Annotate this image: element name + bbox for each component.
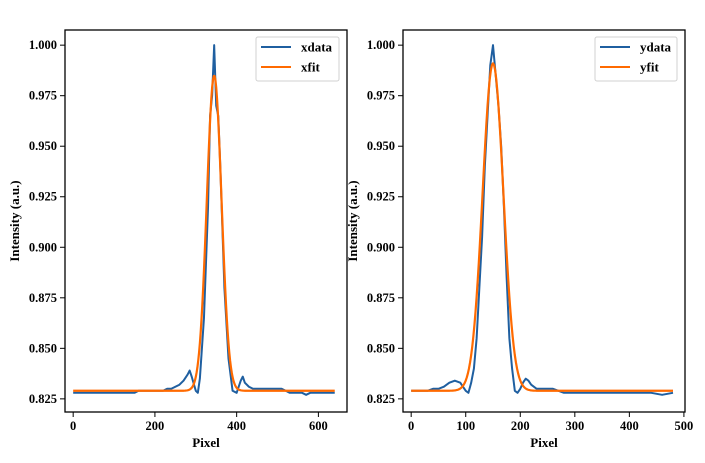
x-tick-label: 300 — [565, 419, 584, 433]
y-tick-label: 0.950 — [367, 139, 395, 153]
x-tick-label: 0 — [70, 419, 76, 433]
series-line-xdata — [73, 44, 335, 396]
y-tick-label: 1.000 — [367, 38, 395, 52]
x-tick-label: 200 — [146, 419, 165, 433]
legend: xdata xfit — [255, 36, 340, 82]
y-tick-label: 0.975 — [367, 89, 395, 103]
x-tick-label: 0 — [408, 419, 414, 433]
chart-1: 0.825 0.850 0.875 0.900 0.925 0.950 0.975 1.000… — [7, 29, 348, 450]
x-tick-label: 400 — [620, 419, 639, 433]
y-tick-label: 0.925 — [29, 190, 57, 204]
x-axis-label: Pixel — [192, 435, 220, 450]
y-tick-label: 0.825 — [29, 392, 57, 406]
x-tick-label: 200 — [511, 419, 530, 433]
y-tick-label: 0.850 — [367, 341, 395, 355]
legend-label-xdata: xdata — [301, 40, 333, 55]
y-tick-label: 0.925 — [367, 190, 395, 204]
y-tick-label: 0.875 — [29, 291, 57, 305]
legend-label-ydata: ydata — [640, 40, 672, 55]
chart-2: 0.825 0.850 0.875 0.900 0.925 0.950 0.975 1.000… — [345, 29, 694, 450]
y-axis-label: Intensity (a.u.) — [7, 180, 22, 261]
series-line-ydata — [411, 44, 674, 396]
axes-frame — [402, 29, 686, 413]
y-tick-label: 0.850 — [29, 341, 57, 355]
y-tick-label: 1.000 — [29, 38, 57, 52]
y-tick-label: 0.875 — [367, 291, 395, 305]
series-line-yfit — [411, 62, 674, 392]
y-tick-label: 0.975 — [29, 89, 57, 103]
x-axis-label: Pixel — [530, 435, 558, 450]
y-tick-label: 0.900 — [29, 240, 57, 254]
x-tick-label: 100 — [456, 419, 475, 433]
legend: ydata yfit — [594, 36, 678, 82]
y-tick-label: 0.900 — [367, 240, 395, 254]
x-tick-label: 400 — [227, 419, 246, 433]
legend-label-xfit: xfit — [301, 60, 320, 75]
x-tick-label: 500 — [675, 419, 694, 433]
y-tick-label: 0.825 — [367, 392, 395, 406]
y-tick-label: 0.950 — [29, 139, 57, 153]
x-tick-label: 600 — [309, 419, 328, 433]
y-axis-label: Intensity (a.u.) — [345, 180, 360, 261]
axes-frame — [64, 29, 348, 413]
series-line-xfit — [72, 74, 336, 392]
legend-label-yfit: yfit — [640, 60, 659, 75]
